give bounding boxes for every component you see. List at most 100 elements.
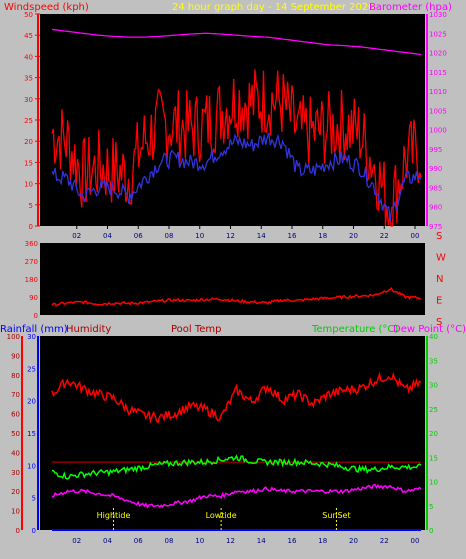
barometer-y-tick: 975 [429, 223, 442, 231]
barometer-y-tick: 1015 [429, 69, 447, 77]
compass-label: S [436, 317, 442, 328]
barometer-y-tick: 1020 [429, 50, 447, 58]
wind-x-tick: 08 [165, 232, 174, 240]
axis-ticks-group: 0510152025303540455097598098599099510001… [7, 11, 447, 545]
humidity-line [51, 371, 422, 424]
wind-y-tick: 10 [24, 181, 33, 189]
humidity-y-tick: 70 [11, 391, 20, 399]
climate-x-tick: 20 [349, 537, 358, 545]
wind-x-tick: 10 [195, 232, 204, 240]
annotation-label: SunSet [322, 511, 350, 520]
rain-y-tick: 20 [27, 398, 36, 406]
wind-x-tick: 20 [349, 232, 358, 240]
humidity-y-tick: 50 [11, 430, 20, 438]
wind-y-tick: 30 [24, 96, 33, 104]
wind-x-tick: 22 [380, 232, 389, 240]
wind-x-tick: 06 [134, 232, 143, 240]
rain-y-tick: 0 [32, 527, 36, 535]
climate-x-tick: 06 [134, 537, 143, 545]
wind-axis-title: Windspeed (kph) [4, 2, 89, 13]
humidity-y-tick: 40 [11, 449, 20, 457]
compass-label: E [436, 296, 442, 307]
temperature-y-tick: 0 [429, 527, 433, 535]
wind-x-tick: 18 [318, 232, 327, 240]
barometer-y-tick: 1000 [429, 127, 447, 135]
barometer-y-tick: 980 [429, 204, 442, 212]
rain-y-tick: 25 [27, 365, 36, 373]
wind-x-tick: 04 [103, 232, 112, 240]
barometer-y-tick: 995 [429, 146, 442, 154]
wind-direction-line [51, 286, 422, 307]
climate-x-tick: 14 [257, 537, 266, 545]
wind-y-tick: 50 [24, 11, 33, 19]
rain-y-tick: 5 [32, 495, 36, 503]
humidity-y-tick: 20 [11, 488, 20, 496]
wind-x-tick: 00 [411, 232, 420, 240]
wind-y-tick: 25 [24, 117, 33, 125]
climate-x-tick: 00 [411, 537, 420, 545]
temperature-y-tick: 35 [429, 357, 438, 365]
temperature-y-tick: 40 [429, 333, 438, 341]
barometer-y-tick: 990 [429, 165, 442, 173]
temperature-y-tick: 5 [429, 503, 433, 511]
humidity-y-tick: 30 [11, 469, 20, 477]
climate-x-tick: 10 [195, 537, 204, 545]
humidity-y-tick: 0 [16, 527, 20, 535]
series-group [51, 28, 422, 531]
rain-y-tick: 15 [27, 430, 36, 438]
humidity-y-tick: 80 [11, 372, 20, 380]
wind-y-tick: 0 [29, 223, 33, 231]
annotation-label: Hightide [97, 511, 131, 520]
legend-rainfall: Rainfall (mm) [0, 324, 68, 335]
climate-x-tick: 04 [103, 537, 112, 545]
direction-y-tick: 360 [25, 240, 38, 248]
barometer-y-tick: 1030 [429, 11, 447, 19]
temperature-y-tick: 15 [429, 454, 438, 462]
temperature-y-tick: 30 [429, 382, 438, 390]
barometer-y-tick: 985 [429, 184, 442, 192]
humidity-y-tick: 100 [7, 333, 20, 341]
climate-x-tick: 22 [380, 537, 389, 545]
humidity-y-tick: 60 [11, 411, 20, 419]
temperature-y-tick: 20 [429, 430, 438, 438]
legend-humidity: Humidity [66, 324, 111, 335]
barometer-y-tick: 1010 [429, 88, 447, 96]
climate-x-tick: 18 [318, 537, 327, 545]
wind-y-tick: 20 [24, 138, 33, 146]
climate-x-tick: 02 [72, 537, 81, 545]
wind-x-tick: 16 [288, 232, 297, 240]
wind-x-tick: 12 [226, 232, 235, 240]
annotation-label: Lowtide [206, 511, 237, 520]
chart-title: 24 hour graph day - 14 September 2020 [172, 2, 375, 13]
legend-dewpoint: Dew Point (°C) [393, 324, 466, 335]
wind-panel [40, 14, 425, 226]
climate-x-tick: 12 [226, 537, 235, 545]
wind-y-tick: 45 [24, 32, 33, 40]
rain-y-tick: 30 [27, 333, 36, 341]
temperature-line [51, 454, 422, 480]
annotations-group: Hightide Lowtide SunSet [97, 508, 351, 530]
barometer-line [51, 28, 422, 56]
wind-x-tick: 02 [72, 232, 81, 240]
direction-y-tick: 90 [29, 294, 38, 302]
climate-x-tick: 16 [288, 537, 297, 545]
legend-pool-temp: Pool Temp [171, 324, 222, 335]
direction-y-tick: 180 [25, 276, 38, 284]
barometer-y-tick: 1005 [429, 107, 447, 115]
compass-label: N [436, 274, 443, 285]
compass-label: S [436, 231, 442, 242]
climate-panel [40, 336, 425, 530]
compass-label: W [436, 253, 446, 264]
wind-x-tick: 14 [257, 232, 266, 240]
legend-temperature: Temperature (°C) [311, 324, 398, 335]
humidity-y-tick: 10 [11, 508, 20, 516]
wind-y-tick: 15 [24, 159, 33, 167]
wind-y-tick: 35 [24, 75, 33, 83]
climate-x-tick: 08 [165, 537, 174, 545]
direction-y-tick: 0 [34, 312, 38, 320]
barometer-axis-title: Barometer (hpa) [369, 2, 452, 13]
direction-y-tick: 270 [25, 258, 38, 266]
temperature-y-tick: 10 [429, 479, 438, 487]
